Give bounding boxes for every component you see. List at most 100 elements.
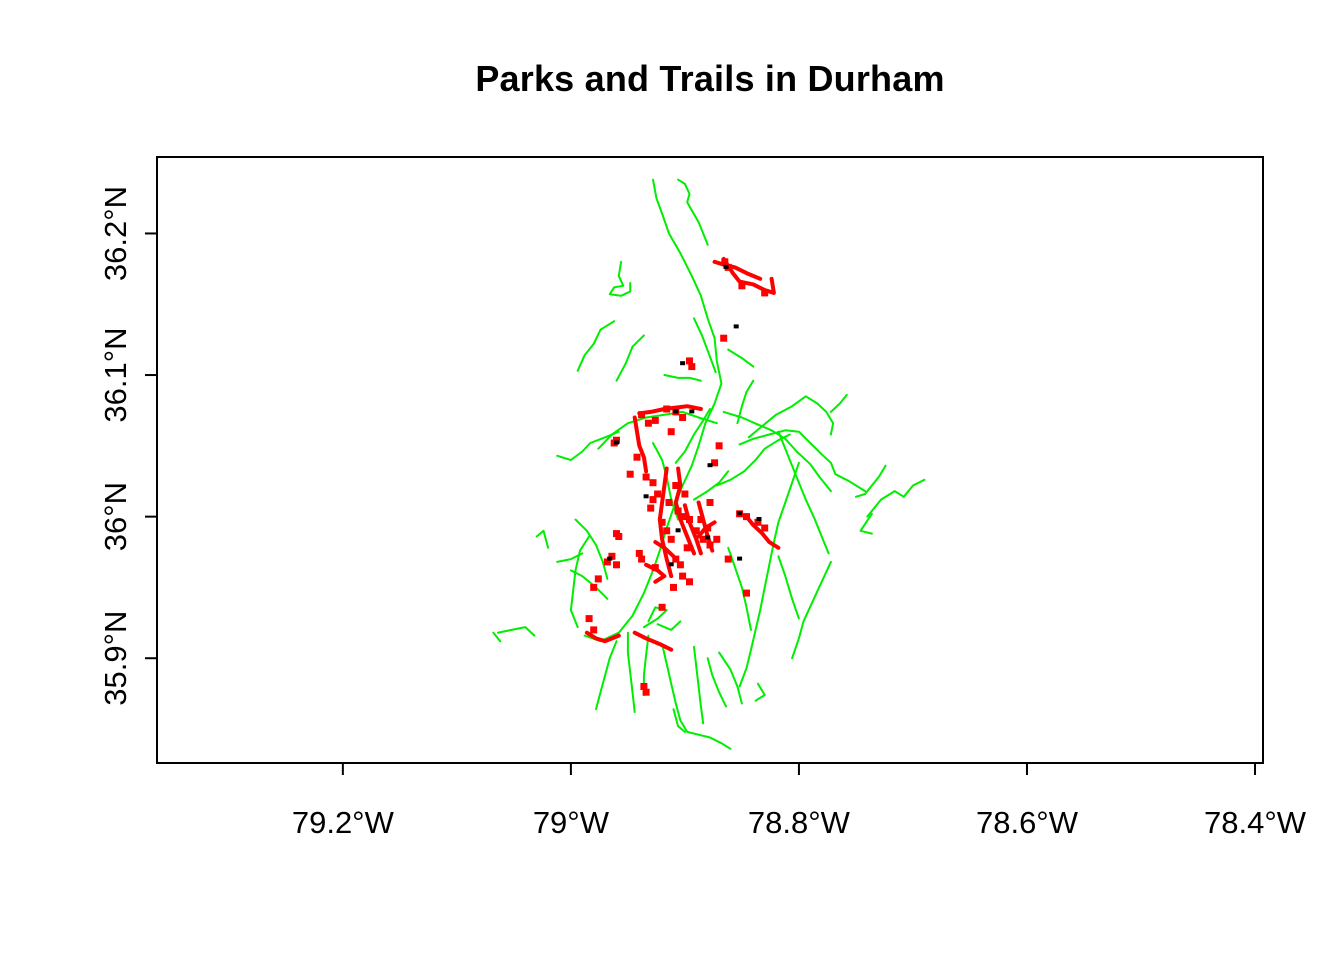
- park-area-marker: [607, 556, 613, 561]
- park-polygon: [674, 507, 682, 515]
- park-polygon: [590, 583, 598, 591]
- plot-frame: [156, 156, 1264, 764]
- trail-line: [569, 569, 609, 600]
- trail-line: [556, 430, 620, 461]
- trail-line: [754, 682, 766, 702]
- trail-line: [727, 348, 755, 368]
- trail-line: [777, 430, 830, 555]
- trail-line: [738, 461, 800, 688]
- trail-line: [556, 552, 584, 563]
- park-polygon: [724, 555, 732, 563]
- park-polygon: [667, 428, 675, 436]
- park-area-marker: [737, 511, 743, 516]
- trail-line: [854, 464, 887, 498]
- trail-line: [661, 643, 732, 750]
- park-polygon: [613, 561, 620, 569]
- x-tick-label: 78.8°W: [748, 805, 851, 840]
- park-polygon: [686, 578, 693, 586]
- park-area-marker: [675, 528, 681, 533]
- park-polygon: [720, 334, 728, 342]
- park-area-marker: [614, 440, 619, 445]
- trail-line: [576, 320, 616, 372]
- trail-line: [626, 631, 636, 713]
- park-polygon: [738, 282, 746, 290]
- park-polygon: [672, 482, 680, 489]
- park-polygon: [644, 419, 652, 427]
- park-polygon: [649, 496, 657, 504]
- park-polygon: [683, 544, 691, 552]
- park-area-marker: [689, 409, 695, 414]
- park-polygon: [697, 516, 705, 523]
- park-polygon: [761, 524, 769, 532]
- park-area-marker: [668, 562, 674, 567]
- park-polygon: [633, 453, 641, 461]
- y-tick-label: 35.9°N: [98, 611, 133, 706]
- park-polygon: [642, 473, 650, 481]
- trail-line: [663, 374, 702, 382]
- trail-line: [738, 429, 867, 493]
- park-polygon: [663, 405, 671, 413]
- x-tick-label: 78.4°W: [1204, 805, 1307, 840]
- park-polygon: [651, 564, 659, 572]
- park-trail-line: [584, 630, 621, 644]
- park-area-marker: [723, 264, 729, 269]
- trail-line: [859, 512, 873, 535]
- park-polygon: [665, 499, 673, 506]
- y-tick-label: 36.2°N: [98, 186, 133, 281]
- park-polygon: [713, 535, 721, 543]
- x-tick-label: 79.2°W: [292, 805, 395, 840]
- park-polygon: [613, 530, 620, 538]
- park-area-marker: [756, 517, 762, 521]
- park-polygon: [692, 527, 700, 535]
- trail-line: [693, 470, 730, 501]
- trail-line: [535, 529, 550, 549]
- park-area-marker: [673, 409, 679, 414]
- trail-line: [736, 379, 755, 425]
- x-tick-label: 79°W: [533, 805, 610, 840]
- trail-line: [608, 260, 632, 297]
- park-trail-line: [712, 259, 763, 281]
- trail-line: [706, 657, 727, 708]
- park-polygon: [672, 555, 680, 563]
- trail-line: [656, 620, 682, 631]
- trail-line: [677, 178, 709, 246]
- trail-line: [727, 546, 752, 631]
- park-polygon: [743, 589, 750, 597]
- trail-line: [674, 408, 711, 464]
- park-trail-line: [632, 630, 674, 652]
- trail-line: [791, 560, 832, 660]
- park-polygon: [688, 363, 696, 371]
- park-polygon: [670, 583, 677, 591]
- park-area-marker: [733, 324, 739, 329]
- y-tick-label: 36.1°N: [98, 327, 133, 422]
- park-polygon: [679, 414, 687, 421]
- trail-line: [693, 317, 717, 374]
- park-polygon: [647, 504, 655, 512]
- park-polygon: [715, 442, 723, 450]
- y-tick-label: 36°N: [98, 482, 133, 551]
- trail-line: [595, 640, 618, 711]
- trail-line: [718, 651, 743, 705]
- park-polygon: [686, 357, 693, 365]
- map-title: Parks and Trails in Durham: [475, 58, 945, 99]
- trail-line: [866, 478, 926, 518]
- park-area-marker: [737, 556, 743, 561]
- park-trail-line: [744, 514, 781, 550]
- park-polygon: [681, 490, 689, 498]
- park-areas-layer: [607, 264, 762, 567]
- park-polygon: [706, 499, 714, 506]
- trail-line: [672, 708, 686, 733]
- park-polygon: [626, 470, 634, 478]
- park-polygon: [651, 416, 659, 424]
- y-axis: 35.9°N 36°N 36.1°N 36.2°N: [98, 186, 157, 706]
- trail-line: [583, 178, 723, 643]
- trail-line: [777, 555, 800, 620]
- park-polygon: [638, 411, 646, 419]
- park-area-marker: [705, 535, 711, 540]
- park-polygon: [654, 490, 662, 498]
- park-polygon: [676, 561, 684, 569]
- trail-line: [492, 631, 502, 643]
- park-polygon: [711, 459, 719, 467]
- trail-line: [715, 433, 791, 487]
